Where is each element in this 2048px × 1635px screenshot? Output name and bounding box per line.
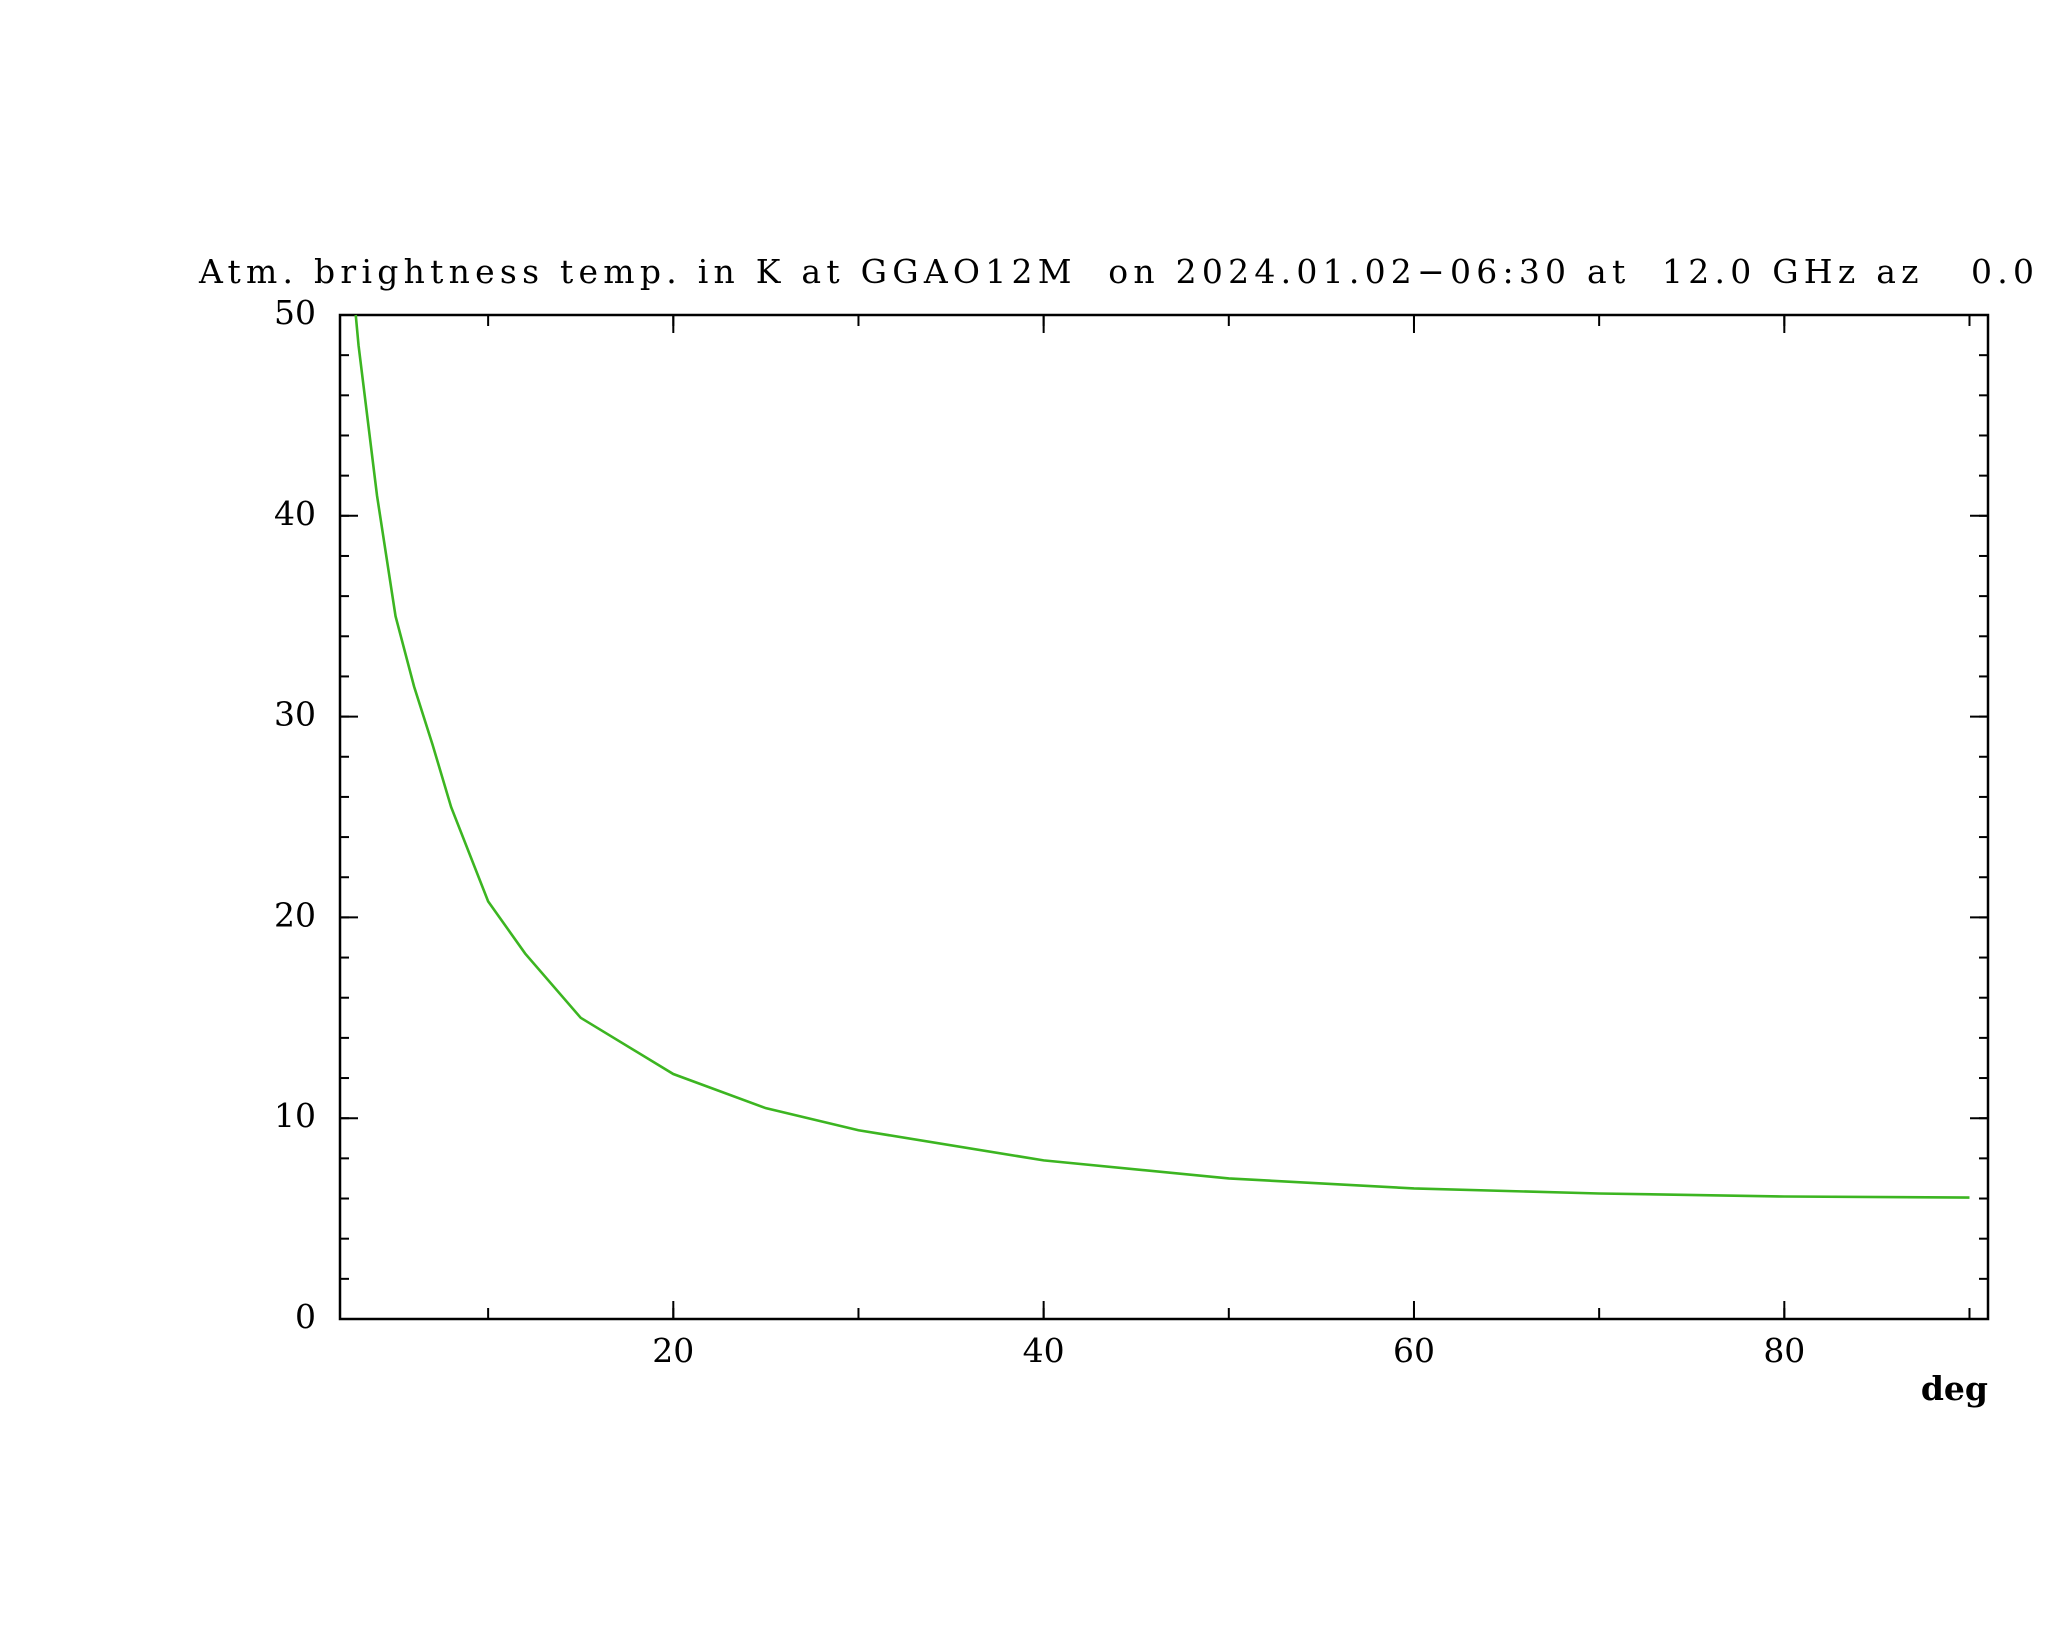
y-tick-label: 0 — [295, 1297, 316, 1336]
y-tick-label: 20 — [274, 895, 316, 934]
y-tick-label: 40 — [274, 494, 316, 533]
x-axis-label: deg — [1921, 1369, 1988, 1408]
x-tick-label: 60 — [1393, 1331, 1435, 1370]
x-tick-label: 20 — [652, 1331, 694, 1370]
plot-frame — [338, 313, 1990, 1321]
y-tick-label: 10 — [274, 1096, 316, 1135]
x-tick-label: 80 — [1763, 1331, 1805, 1370]
data-line — [354, 314, 1970, 1199]
y-tick-label: 50 — [274, 293, 316, 332]
chart-title: Atm. brightness temp. in K at GGAO12M on… — [198, 252, 2034, 291]
y-tick-label: 30 — [274, 695, 316, 734]
x-tick-label: 40 — [1023, 1331, 1065, 1370]
